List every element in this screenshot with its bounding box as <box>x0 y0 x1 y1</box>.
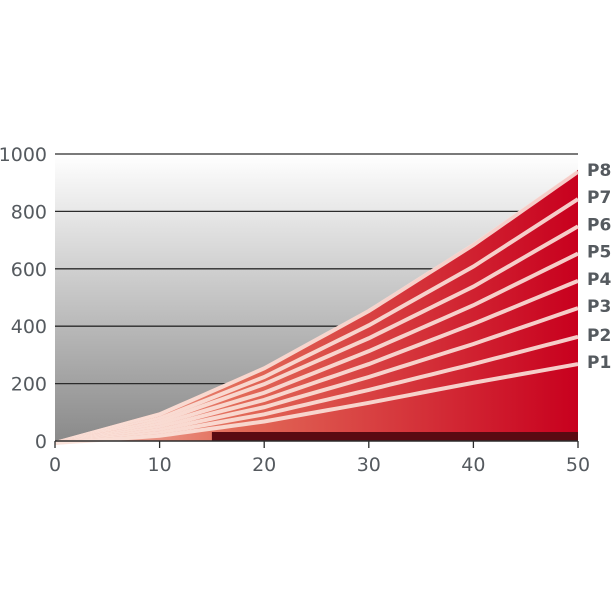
series-areas <box>54 169 580 445</box>
series-labels: P1 P2 P3 P4 P5 P6 P7 P8 <box>587 161 611 373</box>
y-tick-label-200: 200 <box>11 374 47 396</box>
x-tick-labels: 0 10 20 30 40 50 <box>49 454 590 476</box>
series-edge-p3 <box>54 306 579 445</box>
series-edge-p4 <box>54 279 579 445</box>
y-tick-label-400: 400 <box>11 316 47 338</box>
y-tick-label-800: 800 <box>11 201 47 223</box>
y-tick-label-600: 600 <box>11 259 47 281</box>
y-tick-label-1000: 1000 <box>0 144 47 166</box>
x-tick-label-10: 10 <box>148 454 172 476</box>
x-tick-label-50: 50 <box>566 454 590 476</box>
series-label-p7: P7 <box>587 188 611 208</box>
series-label-p4: P4 <box>587 270 611 290</box>
series-label-p8: P8 <box>587 161 611 181</box>
series-label-p1: P1 <box>587 353 611 373</box>
series-edge-p2 <box>54 334 579 445</box>
series-label-p6: P6 <box>587 215 611 235</box>
x-tick-label-30: 30 <box>357 454 381 476</box>
axes <box>54 440 579 448</box>
series-edge-p5 <box>54 251 579 445</box>
series-label-p3: P3 <box>587 297 611 317</box>
y-tick-labels: 0 200 400 600 800 1000 <box>0 144 47 453</box>
series-label-p2: P2 <box>587 326 611 346</box>
x-tick-label-0: 0 <box>49 454 61 476</box>
baseline-band <box>211 432 578 441</box>
series-edge-p1 <box>54 362 579 445</box>
series-area-p1 <box>55 362 578 441</box>
y-tick-label-0: 0 <box>35 431 47 453</box>
x-tick-label-40: 40 <box>461 454 485 476</box>
series-edge-p7 <box>54 197 580 445</box>
series-label-p5: P5 <box>587 243 611 263</box>
series-edge-p8 <box>54 170 580 445</box>
x-tick-label-20: 20 <box>252 454 276 476</box>
series-edge-p6 <box>54 224 579 445</box>
